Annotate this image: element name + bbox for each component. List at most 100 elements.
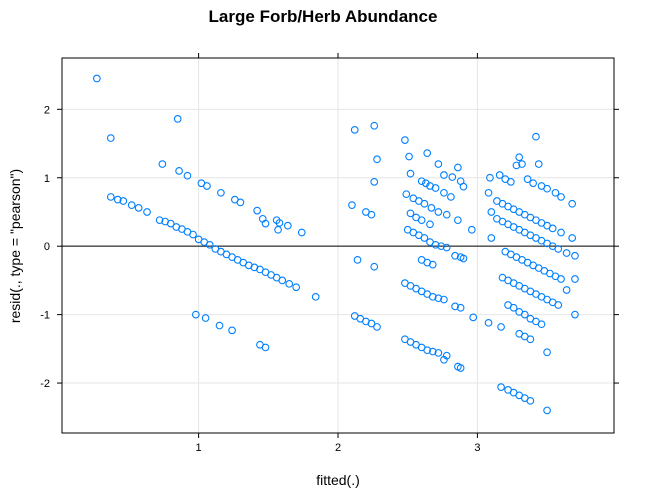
data-point <box>406 169 415 178</box>
data-point <box>261 219 270 228</box>
data-point <box>189 230 197 239</box>
data-point <box>467 225 476 234</box>
data-point <box>278 276 287 285</box>
data-point <box>440 355 448 364</box>
data-point <box>487 234 496 242</box>
data-point <box>236 198 245 207</box>
data-point <box>571 310 579 319</box>
data-point <box>191 310 200 319</box>
data-point <box>537 320 546 329</box>
data-point <box>423 149 432 157</box>
data-point <box>532 132 540 141</box>
data-point <box>134 204 143 212</box>
data-point <box>417 216 426 225</box>
data-point <box>370 178 379 186</box>
data-point <box>554 245 563 253</box>
data-point <box>119 197 128 205</box>
data-point <box>143 208 151 216</box>
data-point <box>523 175 532 183</box>
data-point <box>440 171 448 179</box>
data-point <box>497 323 505 331</box>
data-point <box>183 171 192 180</box>
data-point <box>311 292 320 301</box>
data-point <box>451 251 459 260</box>
x-tick-label: 1 <box>196 442 202 454</box>
grid-lines <box>62 58 614 433</box>
data-point <box>459 182 468 191</box>
data-point <box>459 254 468 263</box>
data-point <box>440 188 448 197</box>
data-point <box>520 310 529 319</box>
data-point <box>253 206 262 215</box>
data-point <box>370 262 379 271</box>
data-point <box>534 160 543 168</box>
data-point <box>543 348 551 357</box>
data-point <box>215 321 224 330</box>
data-point <box>373 323 381 331</box>
data-point <box>297 228 306 237</box>
axis-ticks: 1 2 3 -2 -1 0 1 2 <box>40 53 619 454</box>
data-point <box>427 204 436 212</box>
data-point <box>127 201 136 209</box>
data-point <box>367 319 376 328</box>
data-point <box>557 193 565 201</box>
data-point <box>495 171 504 179</box>
data-point <box>203 182 211 190</box>
data-point <box>401 136 409 144</box>
data-point <box>448 173 457 181</box>
y-tick-label: 1 <box>44 173 50 185</box>
data-point <box>526 335 535 344</box>
data-point <box>420 234 429 242</box>
x-tick-label: 3 <box>474 442 480 454</box>
data-point <box>469 313 478 322</box>
data-point <box>512 161 521 170</box>
data-point <box>434 160 443 168</box>
data-point <box>434 349 443 357</box>
data-point <box>497 383 505 392</box>
data-point <box>484 188 493 197</box>
data-point <box>447 193 455 201</box>
data-point <box>420 199 429 208</box>
data-point <box>283 221 292 230</box>
data-point <box>201 314 210 322</box>
data-point <box>217 188 225 197</box>
data-point <box>506 178 515 186</box>
data-point <box>158 160 167 168</box>
data-point <box>402 190 411 199</box>
data-point <box>285 279 294 288</box>
data-point <box>437 242 446 251</box>
data-point <box>456 364 465 372</box>
data-point <box>173 115 182 123</box>
y-tick-label: -2 <box>40 378 50 390</box>
data-point <box>557 228 565 237</box>
data-point <box>562 249 571 257</box>
data-point <box>515 153 524 162</box>
x-axis-label: fitted(.) <box>316 472 360 488</box>
data-point <box>350 126 359 134</box>
data-point <box>428 292 437 301</box>
data-point <box>228 326 236 335</box>
data-point <box>551 188 560 197</box>
data-point <box>205 240 214 249</box>
data-point <box>440 295 448 304</box>
data-point <box>529 179 538 188</box>
data-point <box>106 193 115 201</box>
data-point <box>442 243 451 252</box>
data-point <box>431 240 440 249</box>
data-point <box>543 184 551 193</box>
data-point <box>370 121 379 130</box>
data-point <box>518 160 526 168</box>
data-point <box>353 256 362 264</box>
y-tick-label: 0 <box>44 241 50 253</box>
data-point <box>155 216 164 225</box>
data-point <box>568 199 577 208</box>
data-point <box>348 201 356 209</box>
data-point <box>487 208 496 216</box>
data-point <box>423 346 432 355</box>
data-point <box>454 163 462 172</box>
data-point <box>568 234 577 242</box>
data-point <box>509 303 518 312</box>
data-point <box>554 301 563 309</box>
data-point <box>484 318 493 327</box>
y-tick-label: 2 <box>44 104 50 116</box>
